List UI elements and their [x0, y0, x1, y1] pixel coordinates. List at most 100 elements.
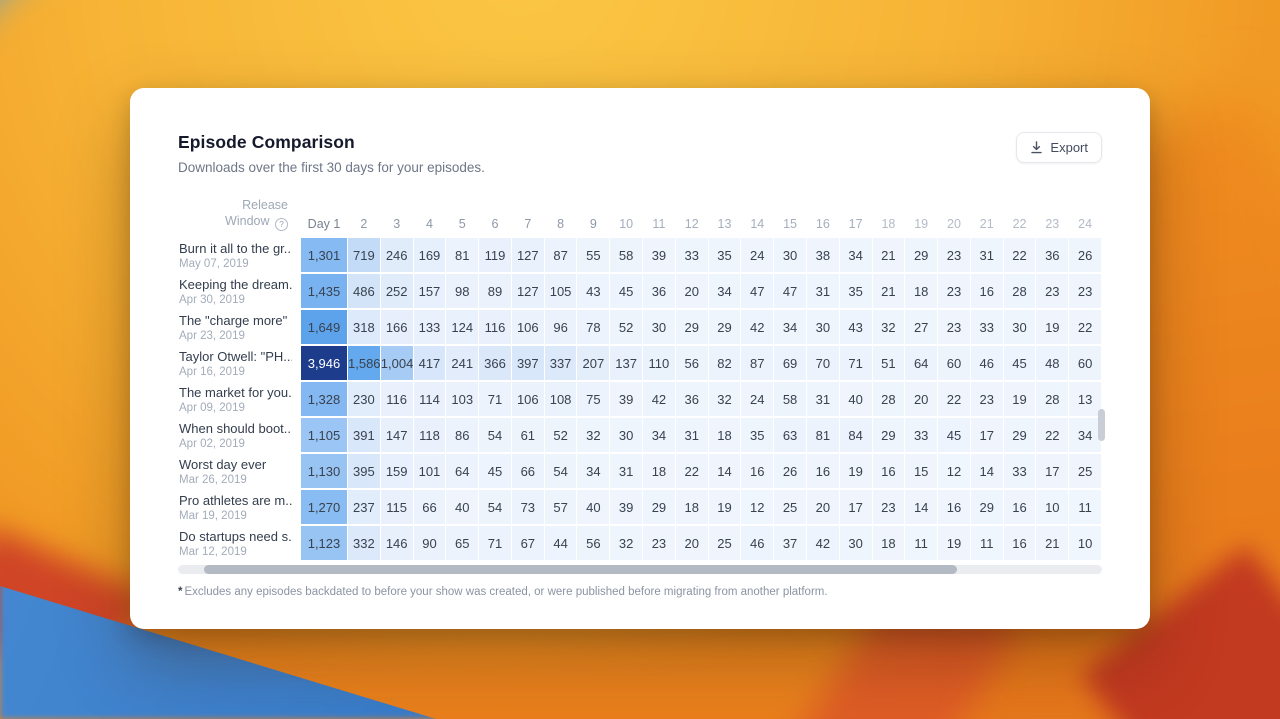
download-heat-cell: 159	[380, 454, 413, 489]
episode-row-label[interactable]: Taylor Otwell: "PH... Apr 16, 2019	[179, 346, 300, 380]
download-heat-cell: 30	[839, 526, 872, 561]
download-heat-cell: 30	[806, 310, 839, 345]
download-heat-cell: 31	[610, 454, 643, 489]
download-heat-cell: 89	[479, 274, 511, 309]
download-heat-cell: 1,586	[348, 346, 381, 381]
download-heat-cell: 38	[806, 238, 839, 273]
download-heat-cell: 84	[839, 418, 872, 453]
download-heat-cell: 1,435	[301, 274, 347, 309]
download-heat-cell: 54	[479, 490, 511, 525]
download-heat-cell: 52	[610, 310, 643, 345]
download-heat-cell: 20	[905, 382, 938, 417]
download-heat-cell: 55	[577, 238, 610, 273]
episode-row-label[interactable]: Pro athletes are m... Mar 19, 2019	[179, 490, 300, 524]
download-heat-cell: 19	[1003, 382, 1036, 417]
download-heat-cell: 108	[544, 382, 577, 417]
download-heat-cell: 12	[938, 454, 970, 489]
download-heat-cell: 60	[1069, 346, 1101, 381]
episode-row: Pro athletes are m... Mar 19, 2019 1,270 23…	[179, 490, 1101, 525]
footnote-asterisk: *	[178, 586, 183, 599]
download-heat-cell: 21	[1036, 526, 1069, 561]
download-heat-cell: 43	[577, 274, 610, 309]
episode-row-label[interactable]: Do startups need s... Mar 12, 2019	[179, 526, 300, 560]
episode-date: Apr 16, 2019	[179, 365, 245, 378]
download-heat-cell: 318	[348, 310, 380, 345]
episode-row-label[interactable]: Worst day ever Mar 26, 2019	[179, 454, 300, 488]
day-header-5: 5	[458, 217, 466, 232]
episode-date: Apr 09, 2019	[179, 401, 245, 414]
download-heat-cell: 31	[806, 382, 839, 417]
download-heat-cell: 124	[446, 310, 479, 345]
download-heat-cell: 101	[413, 454, 446, 489]
horizontal-scrollbar-thumb[interactable]	[204, 565, 957, 575]
episode-row-label[interactable]: Burn it all to the gr... May 07, 2019	[179, 238, 300, 272]
day-header-23: 23	[1045, 217, 1060, 232]
day-header-4: 4	[425, 217, 433, 232]
download-heat-cell: 32	[872, 310, 905, 345]
episode-row-label[interactable]: The market for you... Apr 09, 2019	[179, 382, 300, 416]
download-heat-cell: 34	[1069, 418, 1101, 453]
episode-date: Mar 26, 2019	[179, 473, 247, 486]
download-heat-cell: 16	[970, 274, 1003, 309]
episode-date: Mar 12, 2019	[179, 545, 247, 558]
download-heat-cell: 66	[511, 454, 544, 489]
download-heat-cell: 116	[479, 310, 511, 345]
download-heat-cell: 42	[643, 382, 675, 417]
download-heat-cell: 207	[577, 346, 610, 381]
download-heat-cell: 26	[774, 454, 806, 489]
download-heat-cell: 40	[577, 490, 610, 525]
day-header-22: 22	[1012, 217, 1027, 232]
question-mark-circle-icon[interactable]: ?	[275, 218, 288, 232]
download-heat-cell: 56	[675, 346, 708, 381]
download-heat-cell: 21	[872, 274, 905, 309]
day-header-21: 21	[979, 217, 994, 232]
horizontal-scrollbar[interactable]	[178, 565, 1102, 575]
page-subtitle: Downloads over the first 30 days for you…	[178, 160, 485, 175]
download-heat-cell: 137	[610, 346, 643, 381]
export-button-label: Export	[1050, 140, 1088, 155]
download-heat-cell: 39	[610, 382, 643, 417]
vertical-scrollbar-thumb[interactable]	[1098, 409, 1105, 441]
download-heat-cell: 34	[839, 238, 872, 273]
download-heat-cell: 31	[675, 418, 708, 453]
download-heat-cell: 103	[446, 382, 479, 417]
download-heat-cell: 39	[643, 238, 675, 273]
episode-row-label[interactable]: When should boot... Apr 02, 2019	[179, 418, 300, 452]
download-heat-cell: 31	[970, 238, 1003, 273]
download-heat-cell: 110	[643, 346, 675, 381]
download-heat-cell: 15	[905, 454, 938, 489]
download-heat-cell: 35	[839, 274, 872, 309]
download-heat-cell: 46	[970, 346, 1003, 381]
download-heat-cell: 28	[1003, 274, 1036, 309]
download-heat-cell: 40	[839, 382, 872, 417]
download-heat-cell: 106	[511, 382, 544, 417]
download-heat-cell: 30	[774, 238, 806, 273]
export-button[interactable]: Export	[1016, 132, 1102, 163]
download-heat-cell: 65	[446, 526, 479, 561]
download-heat-cell: 71	[479, 526, 511, 561]
download-heat-cell: 64	[446, 454, 479, 489]
download-heat-cell: 157	[413, 274, 446, 309]
card-header: Episode Comparison Downloads over the fi…	[178, 132, 1102, 175]
episode-row-label[interactable]: The "charge more" ... Apr 23, 2019	[179, 310, 300, 344]
download-heat-cell: 18	[708, 418, 741, 453]
day-header-17: 17	[848, 217, 863, 232]
download-heat-cell: 40	[446, 490, 479, 525]
download-heat-cell: 63	[774, 418, 806, 453]
download-heat-cell: 19	[708, 490, 741, 525]
download-heat-cell: 12	[741, 490, 774, 525]
download-heat-cell: 169	[413, 238, 446, 273]
download-heat-cell: 337	[544, 346, 577, 381]
episode-title: When should boot...	[179, 420, 292, 436]
day-header-18: 18	[881, 217, 896, 232]
episode-row: Keeping the dream... Apr 30, 2019 1,435 486…	[179, 274, 1101, 309]
download-heat-cell: 20	[806, 490, 839, 525]
download-heat-cell: 146	[380, 526, 413, 561]
download-heat-cell: 82	[708, 346, 741, 381]
download-heat-cell: 395	[348, 454, 380, 489]
episode-date: Mar 19, 2019	[179, 509, 247, 522]
download-heat-cell: 56	[577, 526, 610, 561]
download-heat-cell: 58	[774, 382, 806, 417]
episode-row-label[interactable]: Keeping the dream... Apr 30, 2019	[179, 274, 300, 308]
download-heat-cell: 20	[675, 526, 708, 561]
